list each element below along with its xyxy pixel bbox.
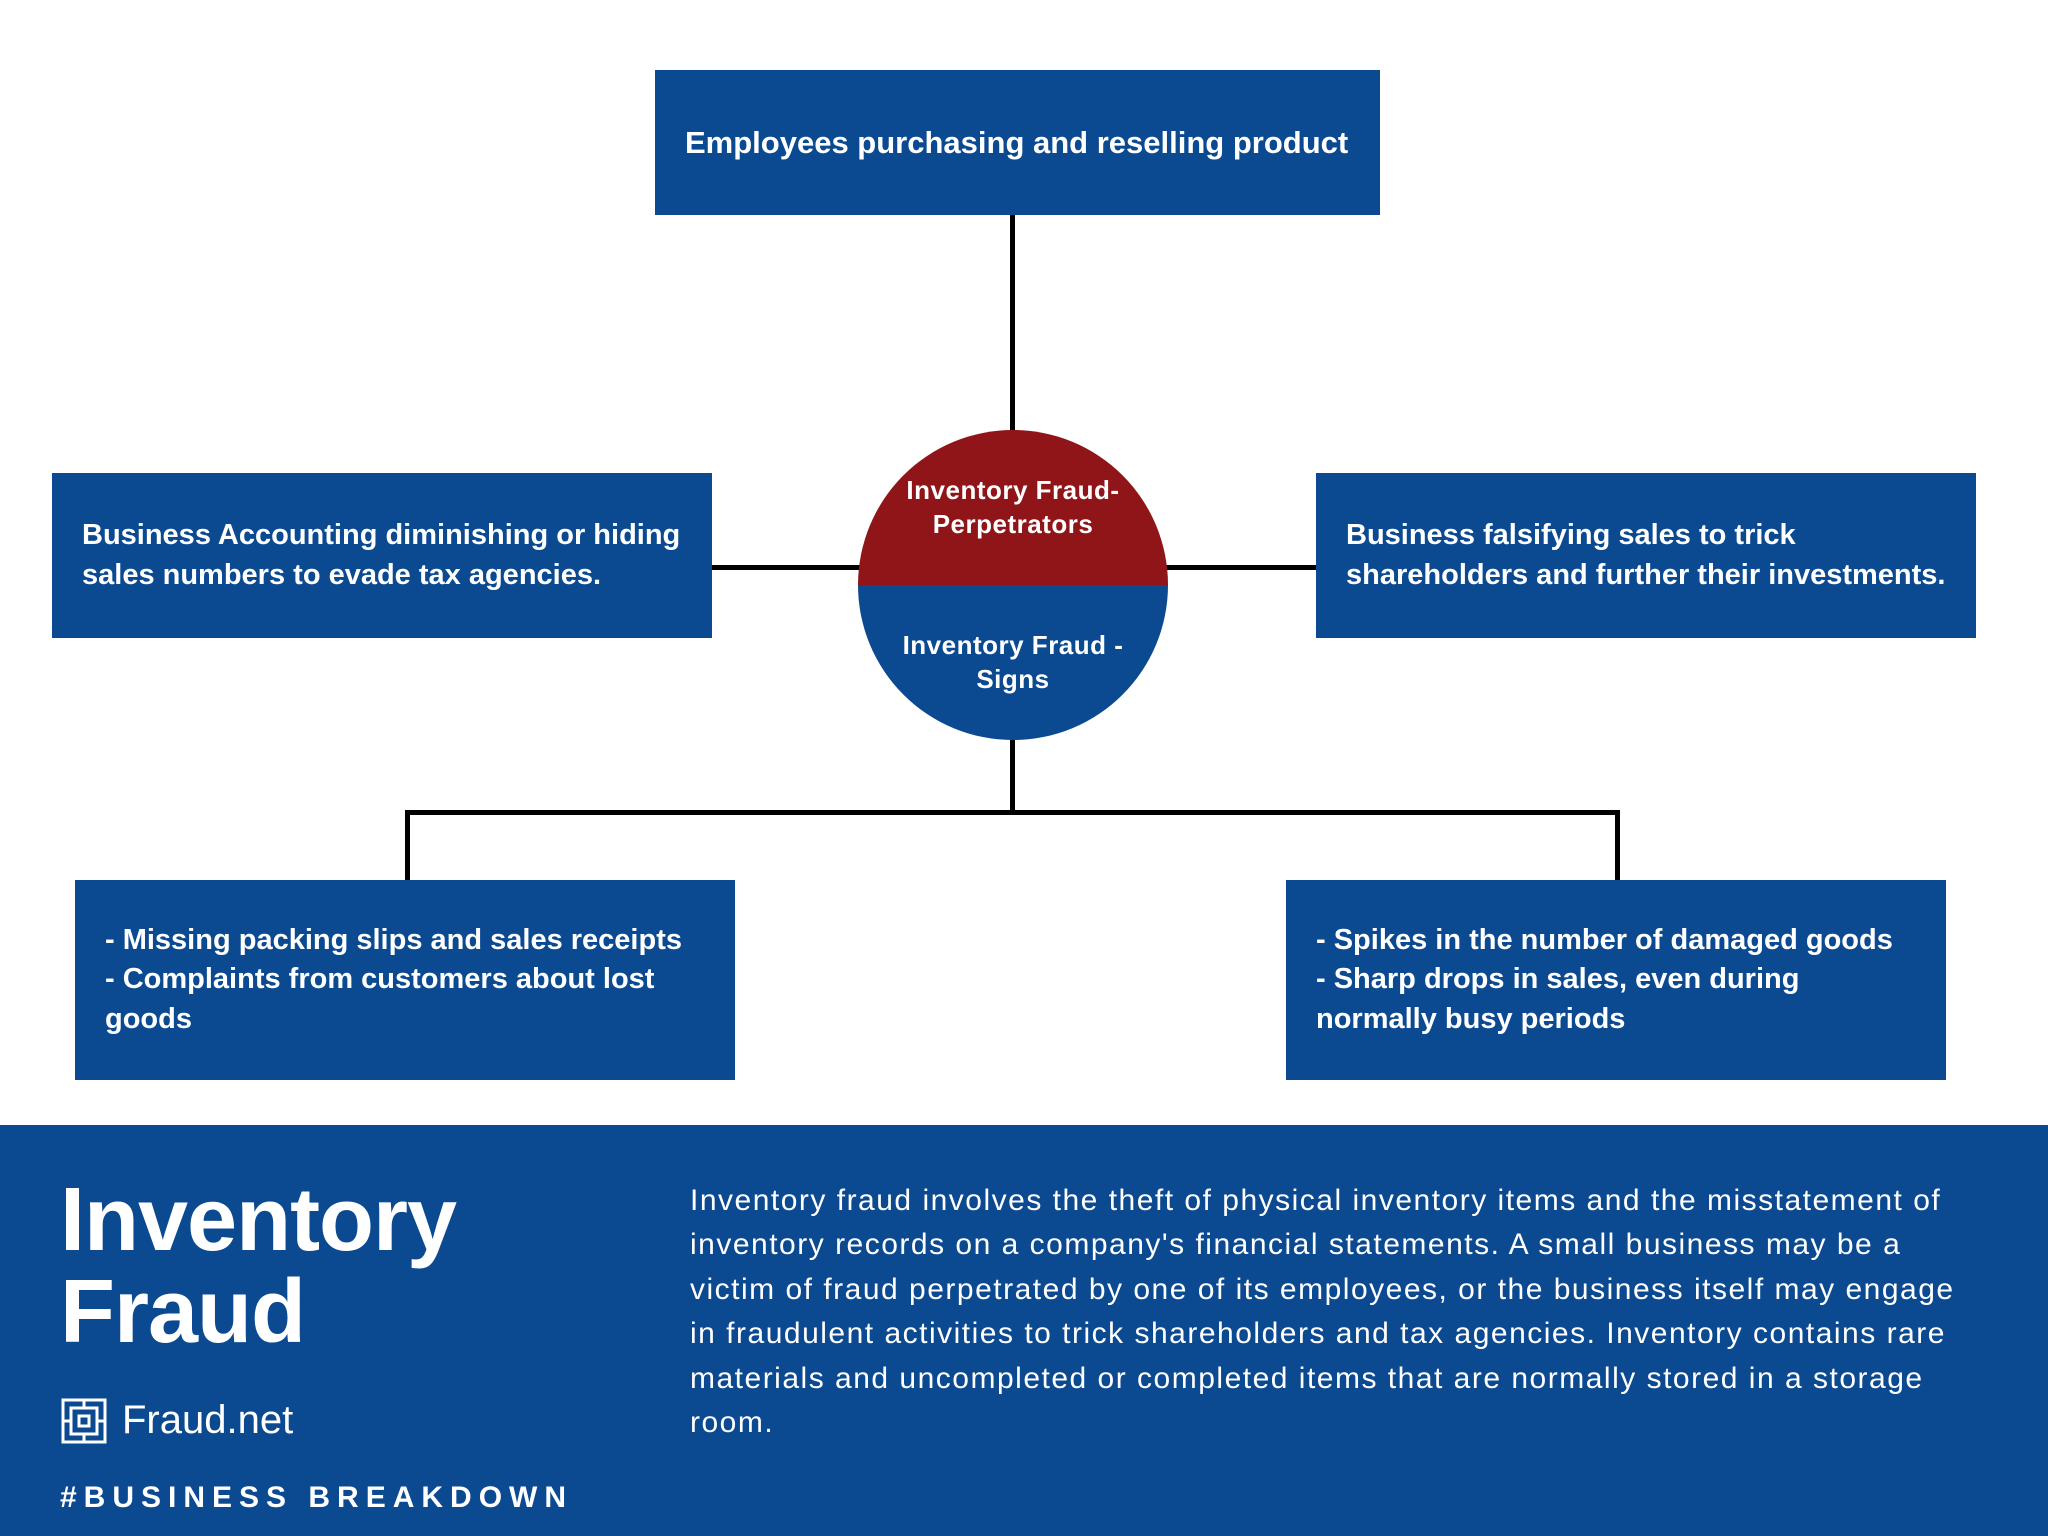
- connector-down: [1010, 735, 1015, 810]
- footer-brand: Fraud.net: [122, 1398, 293, 1443]
- box-left-text: Business Accounting diminishing or hidin…: [82, 516, 682, 594]
- box-bl-line1: - Missing packing slips and sales receip…: [105, 921, 705, 960]
- footer-left: Inventory Fraud Fraud.net #BUSINESS BREA…: [60, 1175, 650, 1496]
- box-bl-line2: - Complaints from customers about lost g…: [105, 960, 705, 1038]
- connector-across: [405, 810, 1620, 815]
- brand-row: Fraud.net: [60, 1397, 650, 1445]
- footer-body: Inventory fraud involves the theft of ph…: [690, 1175, 1988, 1496]
- box-top: Employees purchasing and reselling produ…: [655, 70, 1380, 215]
- box-br-line2: - Sharp drops in sales, even during norm…: [1316, 960, 1916, 1038]
- connector-br: [1615, 810, 1620, 885]
- box-top-text: Employees purchasing and reselling produ…: [685, 122, 1348, 164]
- hub-bottom-half: Inventory Fraud - Signs: [858, 585, 1168, 740]
- footer: Inventory Fraud Fraud.net #BUSINESS BREA…: [0, 1125, 2048, 1536]
- box-left: Business Accounting diminishing or hidin…: [52, 473, 712, 638]
- box-bottom-right: - Spikes in the number of damaged goods …: [1286, 880, 1946, 1080]
- diagram-area: Employees purchasing and reselling produ…: [0, 0, 2048, 1125]
- hub-bottom-label: Inventory Fraud - Signs: [888, 629, 1138, 697]
- box-br-line1: - Spikes in the number of damaged goods: [1316, 921, 1916, 960]
- connector-left: [712, 565, 862, 570]
- box-right-text: Business falsifying sales to trick share…: [1346, 516, 1946, 594]
- box-bottom-left: - Missing packing slips and sales receip…: [75, 880, 735, 1080]
- footer-hashtag: #BUSINESS BREAKDOWN: [60, 1481, 650, 1515]
- connector-bl: [405, 810, 410, 885]
- hub-top-label: Inventory Fraud- Perpetrators: [888, 474, 1138, 542]
- footer-title: Inventory Fraud: [60, 1175, 650, 1359]
- maze-logo-icon: [60, 1397, 108, 1445]
- hub-top-half: Inventory Fraud- Perpetrators: [858, 430, 1168, 585]
- connector-top: [1010, 215, 1015, 435]
- box-right: Business falsifying sales to trick share…: [1316, 473, 1976, 638]
- connector-right: [1165, 565, 1320, 570]
- hub-circle: Inventory Fraud- Perpetrators Inventory …: [858, 430, 1168, 740]
